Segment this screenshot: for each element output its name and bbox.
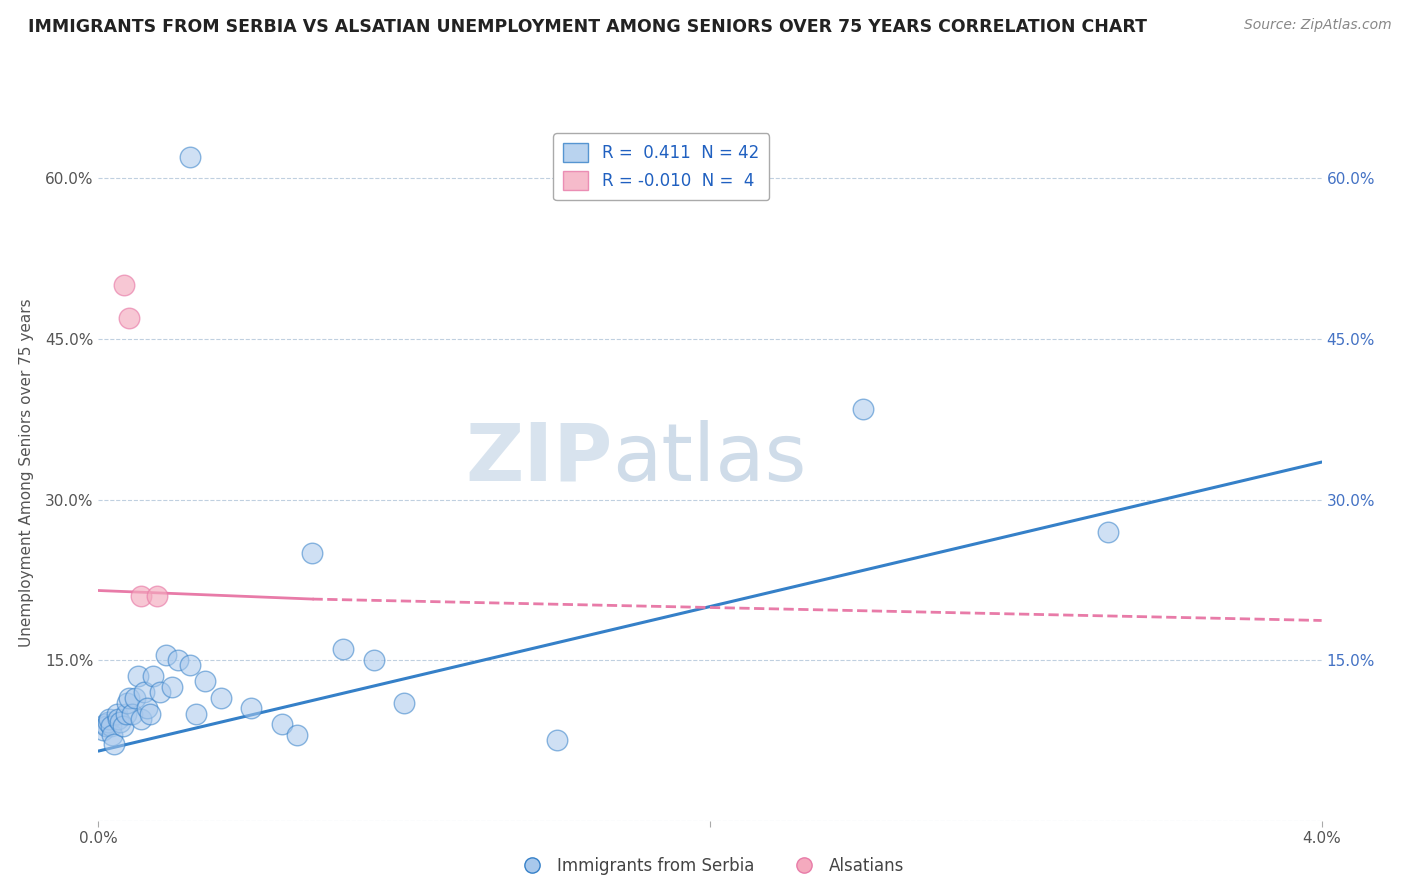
Point: [270, 717, 294, 731]
Point: [111, 719, 134, 733]
Point: [100, 719, 122, 733]
Point: [121, 706, 143, 721]
Point: [112, 278, 135, 293]
Text: ZIP: ZIP: [465, 420, 612, 498]
Point: [186, 706, 208, 721]
Point: [139, 706, 162, 721]
Point: [852, 401, 875, 416]
Text: Source: ZipAtlas.com: Source: ZipAtlas.com: [1244, 18, 1392, 32]
Point: [194, 674, 217, 689]
Point: [179, 150, 201, 164]
Point: [285, 728, 308, 742]
Point: [209, 690, 232, 705]
Point: [98, 712, 121, 726]
Point: [134, 685, 156, 699]
Point: [108, 715, 131, 730]
Point: [1097, 524, 1119, 539]
Text: atlas: atlas: [612, 420, 807, 498]
Point: [97, 715, 120, 730]
Point: [91, 723, 114, 737]
Point: [127, 669, 149, 683]
Point: [129, 589, 152, 603]
Point: [129, 712, 152, 726]
Point: [124, 690, 146, 705]
Point: [363, 653, 385, 667]
Point: [145, 589, 167, 603]
Point: [117, 696, 139, 710]
Point: [136, 701, 159, 715]
Point: [149, 685, 172, 699]
Point: [301, 546, 323, 560]
Point: [332, 642, 354, 657]
Point: [142, 669, 165, 683]
Point: [546, 733, 568, 747]
Point: [118, 310, 141, 325]
Point: [93, 717, 115, 731]
Point: [94, 719, 117, 733]
Point: [240, 701, 263, 715]
Text: IMMIGRANTS FROM SERBIA VS ALSATIAN UNEMPLOYMENT AMONG SENIORS OVER 75 YEARS CORR: IMMIGRANTS FROM SERBIA VS ALSATIAN UNEMP…: [28, 18, 1147, 36]
Point: [115, 706, 138, 721]
Point: [101, 728, 124, 742]
Point: [107, 712, 129, 726]
Point: [392, 696, 416, 710]
Y-axis label: Unemployment Among Seniors over 75 years: Unemployment Among Seniors over 75 years: [18, 299, 34, 647]
Point: [155, 648, 177, 662]
Legend: Immigrants from Serbia, Alsatians: Immigrants from Serbia, Alsatians: [509, 851, 911, 882]
Point: [179, 658, 201, 673]
Point: [167, 653, 190, 667]
Point: [103, 737, 125, 751]
Point: [118, 690, 141, 705]
Point: [160, 680, 183, 694]
Point: [105, 706, 128, 721]
